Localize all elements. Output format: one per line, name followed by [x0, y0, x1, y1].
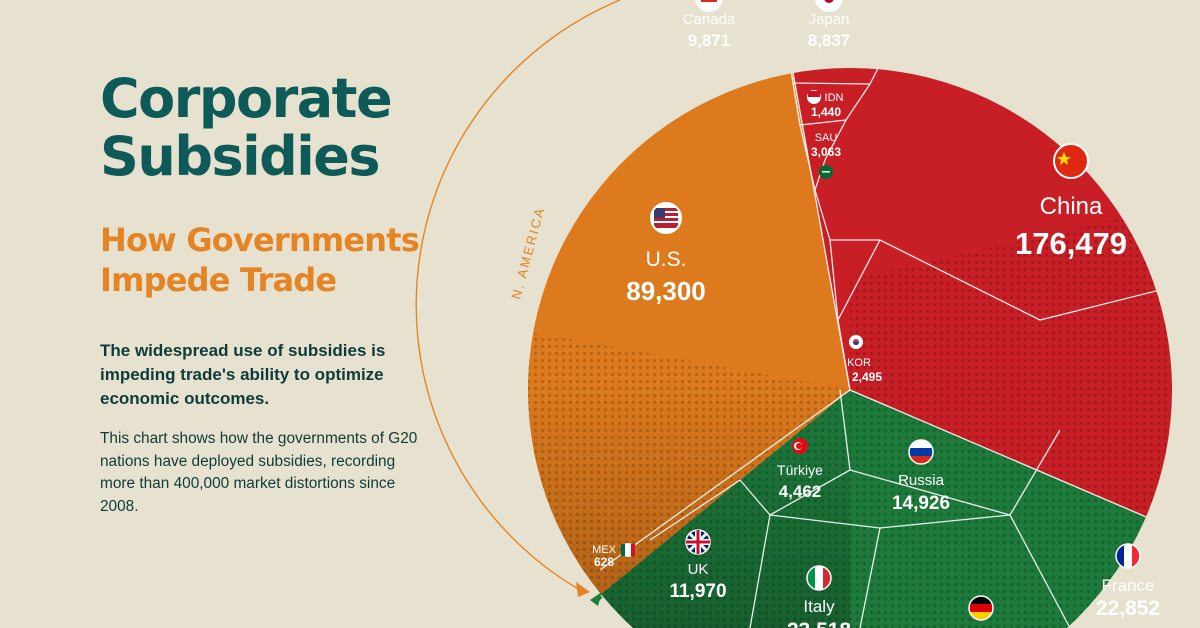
cell-value-japan: 8,837	[808, 31, 851, 50]
arc-arrowhead	[576, 582, 590, 597]
japan-flag-icon	[815, 0, 843, 12]
cell-label-sau: SAU	[815, 132, 838, 144]
cell-label-turkiye: Türkiye	[777, 462, 823, 478]
europe-arc-arrowhead	[590, 592, 602, 606]
cell-value-idn: 1,440	[811, 105, 841, 119]
cell-value-russia: 14,926	[892, 493, 950, 514]
cell-value-kor: 2,495	[852, 370, 882, 384]
russia-flag-icon	[908, 439, 934, 465]
cell-value-france: 22,852	[1096, 597, 1160, 620]
south-korea-flag-icon	[849, 335, 863, 349]
north-america-arc	[415, 0, 621, 591]
cell-value-mex: 628	[594, 555, 614, 569]
cell-value-italy: 23,518	[787, 619, 852, 628]
region-label-north-america: N. AMERICA	[508, 205, 547, 301]
cell-label-italy: Italy	[803, 597, 835, 616]
cell-value-turkiye: 4,462	[779, 482, 822, 501]
italy-flag-icon	[806, 565, 832, 591]
canada-flag-icon	[695, 0, 723, 12]
cell-label-china: China	[1040, 193, 1103, 220]
us-flag-icon	[650, 202, 682, 234]
cell-label-mex: MEX	[592, 544, 617, 556]
mexico-flag-icon	[621, 543, 635, 557]
saudi-arabia-flag-icon	[819, 165, 833, 179]
cell-value-uk: 11,970	[669, 581, 726, 602]
china-flag-icon	[1053, 143, 1089, 179]
cell-label-france: France	[1102, 576, 1155, 595]
page-subtitle: How Governments Impede Trade	[100, 221, 420, 299]
cell-label-kor: KOR	[847, 357, 871, 369]
cell-value-us: 89,300	[626, 276, 706, 306]
france-flag-icon	[1115, 543, 1141, 569]
cell-label-idn: IDN	[825, 92, 844, 104]
cell-label-uk: UK	[688, 561, 709, 578]
cell-value-china: 176,479	[1015, 226, 1127, 261]
germany-flag-icon	[968, 595, 994, 621]
cell-label-canada: Canada	[683, 11, 736, 28]
indonesia-flag-icon	[807, 90, 821, 104]
page-title: Corporate Subsidies	[100, 67, 393, 188]
cell-label-japan: Japan	[809, 11, 850, 28]
cell-label-us: U.S.	[646, 248, 687, 271]
body-paragraph: This chart shows how the governments of …	[100, 430, 418, 515]
cell-value-canada: 9,871	[688, 31, 731, 50]
halftone-texture	[850, 200, 1172, 540]
intro-panel: Corporate Subsidies How Governments Impe…	[0, 0, 470, 628]
uk-flag-icon	[685, 529, 711, 555]
turkiye-flag-icon	[792, 438, 808, 454]
cell-value-sau: 3,063	[811, 145, 841, 159]
cell-label-russia: Russia	[898, 472, 945, 489]
lead-paragraph: The widespread use of subsidies is imped…	[100, 341, 386, 408]
